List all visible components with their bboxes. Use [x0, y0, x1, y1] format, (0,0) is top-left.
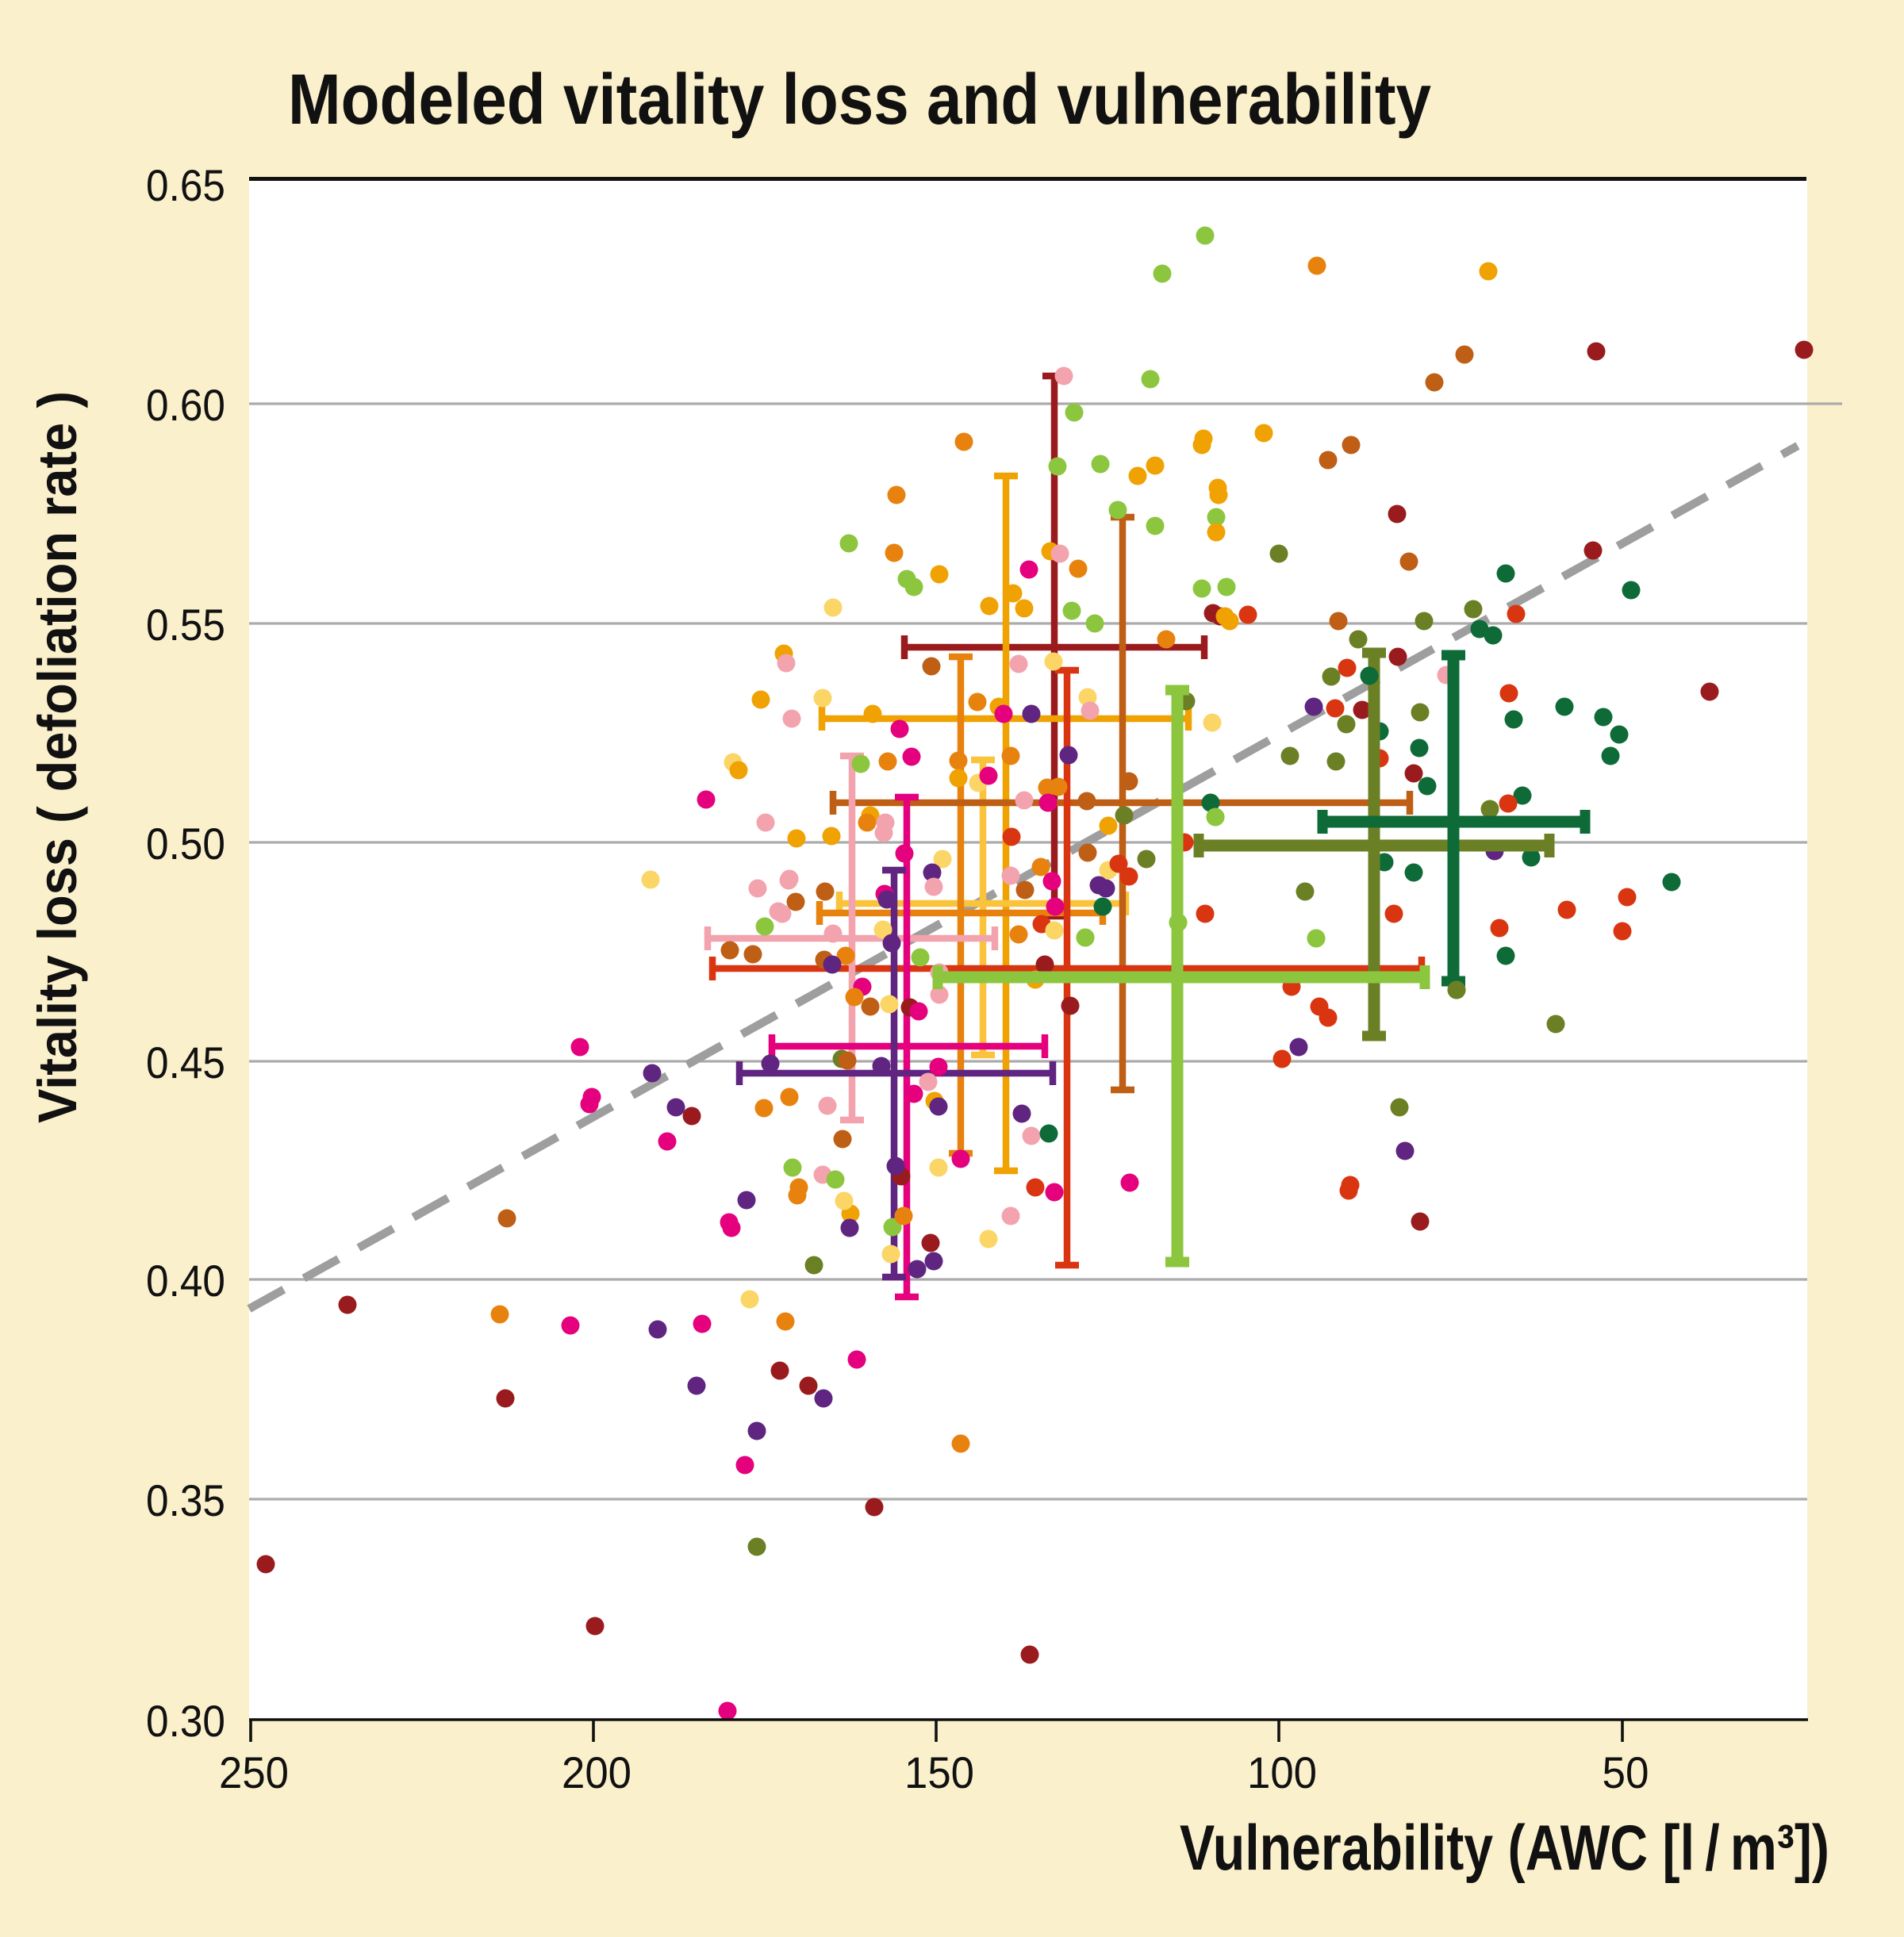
- svg-text:0.55: 0.55: [146, 600, 225, 650]
- svg-text:150: 150: [904, 1747, 974, 1797]
- svg-text:0.35: 0.35: [146, 1475, 225, 1525]
- svg-text:0.30: 0.30: [146, 1696, 225, 1746]
- svg-text:200: 200: [562, 1747, 631, 1797]
- svg-text:0.65: 0.65: [146, 160, 225, 210]
- svg-text:250: 250: [219, 1747, 289, 1797]
- svg-text:0.40: 0.40: [146, 1256, 225, 1306]
- svg-text:50: 50: [1603, 1747, 1649, 1797]
- svg-text:Vitality loss ( defoliation r: Vitality loss ( defoliation rate ): [27, 391, 88, 1123]
- svg-text:0.60: 0.60: [146, 380, 225, 430]
- svg-text:0.45: 0.45: [146, 1038, 225, 1087]
- svg-text:100: 100: [1247, 1747, 1317, 1797]
- svg-text:Modeled vitality loss and vuln: Modeled vitality loss and vulnerability: [288, 60, 1431, 140]
- svg-text:0.50: 0.50: [146, 819, 225, 869]
- svg-text:Vulnerability (AWC [l / m³]): Vulnerability (AWC [l / m³]): [1180, 1812, 1829, 1884]
